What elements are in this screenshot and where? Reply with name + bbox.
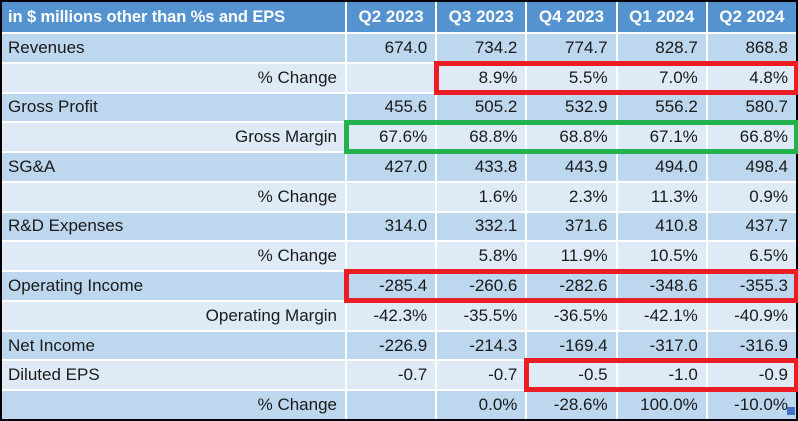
row-label: SG&A (2, 153, 345, 181)
value-cell: -28.6% (527, 391, 616, 419)
value-cell: -226.9 (347, 331, 436, 360)
row-label: Gross Margin (2, 123, 345, 152)
row-label: % Change (2, 63, 345, 92)
column-header-q2-2024: Q2 2024 (707, 2, 796, 32)
value-cell: -285.4 (347, 272, 436, 300)
value-cell (347, 63, 436, 92)
value-cell: 0.0% (437, 391, 526, 419)
column-header-q3-2023: Q3 2023 (437, 2, 526, 32)
value-cell: 433.8 (437, 153, 526, 181)
value-cell: 8.9% (437, 63, 526, 92)
value-cell: -317.0 (617, 331, 706, 360)
value-cell: 68.8% (527, 123, 616, 152)
value-cell: 532.9 (527, 93, 616, 122)
value-cell: -214.3 (437, 331, 526, 360)
row-label: Gross Profit (2, 93, 345, 122)
value-cell: 437.7 (707, 212, 796, 241)
value-cell: -0.5 (527, 361, 616, 390)
table-title-cell: in $ millions other than %s and EPS (2, 2, 345, 32)
value-cell: 1.6% (437, 182, 526, 211)
value-cell: -42.1% (617, 301, 706, 330)
value-cell: 774.7 (527, 34, 616, 62)
value-cell: -0.9 (707, 361, 796, 390)
value-cell: -169.4 (527, 331, 616, 360)
value-cell: -10.0% (707, 391, 796, 419)
value-cell: -0.7 (347, 361, 436, 390)
value-cell: 66.8% (707, 123, 796, 152)
value-cell: 10.5% (617, 242, 706, 271)
value-cell: -0.7 (437, 361, 526, 390)
value-cell: 11.9% (527, 242, 616, 271)
value-cell: 5.8% (437, 242, 526, 271)
value-cell: -36.5% (527, 301, 616, 330)
value-cell: -40.9% (707, 301, 796, 330)
value-cell (347, 182, 436, 211)
row-label: % Change (2, 242, 345, 271)
value-cell: 67.1% (617, 123, 706, 152)
row-label: Diluted EPS (2, 361, 345, 390)
column-header-q2-2023: Q2 2023 (347, 2, 436, 32)
row-label: Net Income (2, 331, 345, 360)
value-cell: 0.9% (707, 182, 796, 211)
value-cell: -35.5% (437, 301, 526, 330)
value-cell: 580.7 (707, 93, 796, 122)
row-label: Operating Margin (2, 301, 345, 330)
value-cell: -260.6 (437, 272, 526, 300)
value-cell: -1.0 (617, 361, 706, 390)
value-cell: 556.2 (617, 93, 706, 122)
value-cell: 5.5% (527, 63, 616, 92)
value-cell: 67.6% (347, 123, 436, 152)
value-cell (347, 391, 436, 419)
value-cell: 6.5% (707, 242, 796, 271)
column-header-q4-2023: Q4 2023 (527, 2, 616, 32)
value-cell: 427.0 (347, 153, 436, 181)
fill-handle[interactable] (787, 407, 795, 415)
value-cell: 100.0% (617, 391, 706, 419)
value-cell: 332.1 (437, 212, 526, 241)
value-cell: 828.7 (617, 34, 706, 62)
value-cell: 868.8 (707, 34, 796, 62)
row-label: Operating Income (2, 272, 345, 300)
value-cell: 734.2 (437, 34, 526, 62)
row-label: R&D Expenses (2, 212, 345, 241)
value-cell: 443.9 (527, 153, 616, 181)
value-cell: 505.2 (437, 93, 526, 122)
value-cell: 410.8 (617, 212, 706, 241)
value-cell: 494.0 (617, 153, 706, 181)
value-cell: 674.0 (347, 34, 436, 62)
value-cell: 371.6 (527, 212, 616, 241)
value-cell: 68.8% (437, 123, 526, 152)
value-cell (347, 242, 436, 271)
value-cell: -316.9 (707, 331, 796, 360)
value-cell: 498.4 (707, 153, 796, 181)
row-label: Revenues (2, 34, 345, 62)
column-header-q1-2024: Q1 2024 (617, 2, 706, 32)
row-label: % Change (2, 182, 345, 211)
value-cell: 455.6 (347, 93, 436, 122)
value-cell: 11.3% (617, 182, 706, 211)
value-cell: -348.6 (617, 272, 706, 300)
value-cell: 2.3% (527, 182, 616, 211)
value-cell: -355.3 (707, 272, 796, 300)
value-cell: -42.3% (347, 301, 436, 330)
value-cell: 314.0 (347, 212, 436, 241)
value-cell: 7.0% (617, 63, 706, 92)
row-label: % Change (2, 391, 345, 419)
value-cell: 4.8% (707, 63, 796, 92)
value-cell: -282.6 (527, 272, 616, 300)
